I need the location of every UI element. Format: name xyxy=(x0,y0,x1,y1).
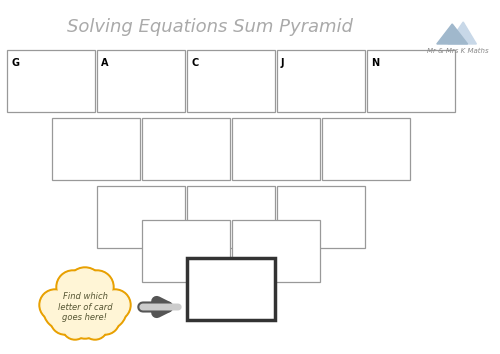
Circle shape xyxy=(69,269,101,301)
Text: Find which
letter of card
goes here!: Find which letter of card goes here! xyxy=(58,292,112,322)
Text: A: A xyxy=(101,58,108,68)
Bar xyxy=(277,50,365,112)
Bar xyxy=(232,220,320,282)
Circle shape xyxy=(71,309,99,337)
Circle shape xyxy=(56,270,90,304)
Circle shape xyxy=(39,289,71,321)
Circle shape xyxy=(45,292,81,328)
Circle shape xyxy=(90,305,120,335)
Text: Solving Equations Sum Pyramid: Solving Equations Sum Pyramid xyxy=(67,18,353,36)
Text: J: J xyxy=(281,58,284,68)
Bar xyxy=(187,186,275,248)
Circle shape xyxy=(67,267,103,303)
Circle shape xyxy=(64,316,86,338)
Circle shape xyxy=(82,272,112,302)
Circle shape xyxy=(99,289,131,321)
Text: Mr & Mrs K Maths: Mr & Mrs K Maths xyxy=(427,48,489,54)
Circle shape xyxy=(92,307,118,333)
Bar xyxy=(52,118,140,180)
Circle shape xyxy=(59,279,111,331)
Bar xyxy=(97,50,185,112)
Bar xyxy=(97,186,185,248)
Circle shape xyxy=(57,277,113,333)
Bar xyxy=(187,50,275,112)
Circle shape xyxy=(80,270,114,304)
Polygon shape xyxy=(448,22,476,44)
Bar xyxy=(322,118,410,180)
Text: C: C xyxy=(191,58,198,68)
Bar xyxy=(142,118,230,180)
Polygon shape xyxy=(437,24,468,44)
Circle shape xyxy=(101,291,129,319)
Circle shape xyxy=(52,307,78,333)
Bar xyxy=(187,258,275,320)
Circle shape xyxy=(62,314,88,340)
Circle shape xyxy=(89,292,125,328)
Circle shape xyxy=(58,272,88,302)
Circle shape xyxy=(84,316,106,338)
Text: G: G xyxy=(11,58,19,68)
Circle shape xyxy=(69,307,101,339)
Circle shape xyxy=(41,291,69,319)
Bar xyxy=(232,118,320,180)
Bar xyxy=(142,220,230,282)
Text: N: N xyxy=(371,58,379,68)
Circle shape xyxy=(43,290,83,330)
Bar xyxy=(7,50,95,112)
Bar xyxy=(367,50,455,112)
Circle shape xyxy=(50,305,80,335)
Circle shape xyxy=(87,290,127,330)
Bar xyxy=(277,186,365,248)
Circle shape xyxy=(82,314,108,340)
